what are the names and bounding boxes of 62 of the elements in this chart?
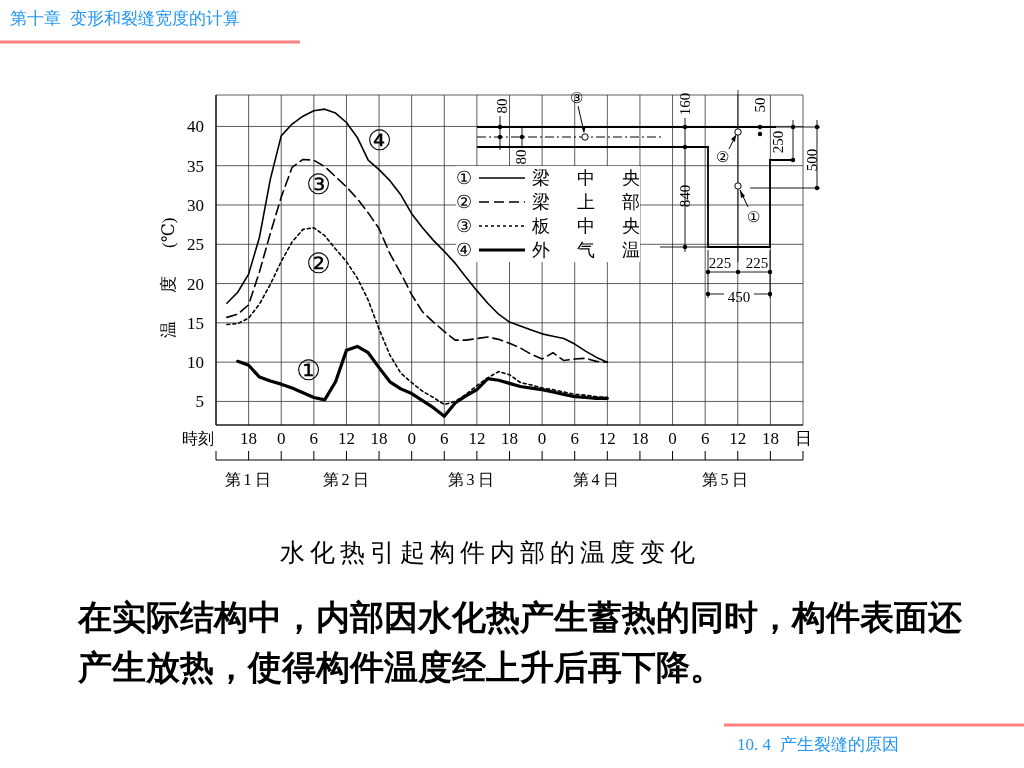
x-tick-label: 12 <box>468 429 486 449</box>
x-tick-label: 18 <box>761 429 779 449</box>
x-tick-label: 6 <box>309 429 319 449</box>
annotation: ② <box>456 191 473 213</box>
annotation: ① <box>295 355 321 386</box>
annotation: 225 <box>745 255 769 271</box>
annotation: ② <box>305 248 331 279</box>
x-tick-label: 18 <box>370 429 388 449</box>
x-tick-label: 6 <box>700 429 710 449</box>
x-axis-title: 時刻 <box>182 429 214 449</box>
text: 10. 4 产生裂缝的原因 <box>737 734 899 756</box>
annotation: 160 <box>677 92 693 116</box>
text: 第3日 <box>447 471 497 489</box>
annotation: 80 <box>513 149 529 165</box>
y-tick-label: 15 <box>187 313 204 333</box>
text: 第5日 <box>701 471 751 489</box>
x-tick-label: 18 <box>631 429 649 449</box>
y-axis-title: 温 度 (℃) <box>157 217 179 339</box>
annotation: ① <box>456 167 473 189</box>
legend-label: 板中央 <box>532 215 640 238</box>
y-tick-label: 20 <box>187 274 204 294</box>
legend-label: 梁中央 <box>532 167 640 190</box>
x-tick-label: 18 <box>240 429 258 449</box>
text: 第4日 <box>572 471 622 489</box>
y-tick-label: 10 <box>187 353 204 373</box>
text: 第十章 变形和裂缝宽度的计算 <box>10 8 240 30</box>
y-tick-label: 5 <box>195 392 204 412</box>
y-tick-label: 30 <box>187 196 204 216</box>
x-tick-label: 0 <box>276 429 286 449</box>
annotation: 80 <box>494 98 510 114</box>
text: 第1日 <box>224 471 274 489</box>
annotation: 250 <box>770 130 786 154</box>
legend-label: 外气温 <box>532 239 640 262</box>
annotation: 50 <box>752 97 768 113</box>
annotation: ④ <box>366 125 392 156</box>
annotation: ① <box>746 209 760 225</box>
x-tick-label: 0 <box>668 429 677 449</box>
x-tick-label: 6 <box>440 429 449 449</box>
annotation: ③ <box>456 215 473 237</box>
annotation: ④ <box>456 239 473 261</box>
x-tick-label: 日 <box>794 429 812 449</box>
text: 第2日 <box>322 471 372 489</box>
x-tick-label: 0 <box>407 429 416 449</box>
text: 在实际结构中，内部因水化热产生蓄热的同时，构件表面还产生放热，使得构件温度经上升后再下降。 <box>78 596 963 689</box>
legend-label: 梁上部 <box>532 191 640 214</box>
annotation: 450 <box>727 289 751 305</box>
annotation: 840 <box>677 184 693 208</box>
annotation: ② <box>715 149 729 165</box>
y-tick-label: 40 <box>187 117 204 137</box>
annotation: ③ <box>305 169 331 200</box>
x-tick-label: 0 <box>537 429 547 449</box>
text: 水化热引起构件内部的温度变化 <box>279 538 701 568</box>
annotation: 225 <box>708 255 732 271</box>
text: 500 <box>804 148 820 172</box>
y-tick-label: 35 <box>187 156 204 176</box>
x-tick-label: 6 <box>570 429 579 449</box>
x-tick-label: 12 <box>729 429 747 449</box>
x-tick-label: 12 <box>598 429 616 449</box>
y-tick-label: 25 <box>187 235 204 255</box>
x-tick-label: 18 <box>501 429 518 449</box>
annotation: ③ <box>569 90 583 106</box>
x-tick-label: 12 <box>337 429 355 449</box>
